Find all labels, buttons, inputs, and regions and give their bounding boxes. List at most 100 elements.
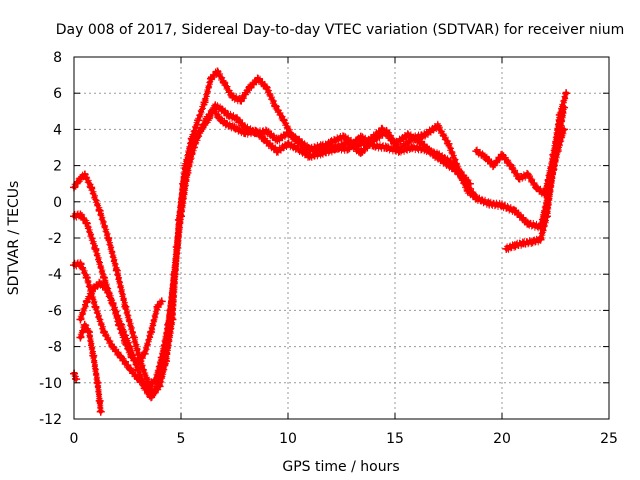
data-point (129, 333, 138, 342)
data-point (142, 382, 151, 391)
y-axis-label: SDTVAR / TECUs (6, 181, 22, 296)
series-trace-8 (502, 103, 569, 253)
y-tick-label: -8 (48, 340, 62, 356)
data-point (455, 167, 464, 176)
y-tick-label: -2 (48, 231, 62, 247)
data-point (305, 145, 314, 154)
data-point (433, 150, 442, 159)
y-tick-label: 0 (53, 195, 62, 211)
data-point (147, 328, 156, 337)
data-point (305, 152, 314, 161)
data-point (125, 364, 134, 373)
data-point (84, 328, 93, 337)
data-point (114, 320, 123, 329)
data-point (523, 170, 532, 179)
y-tick-labels: -12 -10 -8 -6 -4 -2 0 2 4 6 8 (39, 50, 62, 428)
data-point (108, 299, 117, 308)
data-point (369, 136, 378, 145)
data-point (213, 67, 222, 76)
data-point (221, 119, 230, 128)
data-point (93, 378, 102, 387)
y-tick-label: -6 (48, 303, 62, 319)
data-point (510, 241, 519, 250)
data-point (416, 138, 425, 147)
data-point (87, 183, 96, 192)
data-point (408, 134, 417, 143)
data-point (236, 96, 245, 105)
data-point (140, 349, 149, 358)
data-point (262, 83, 271, 92)
data-point (502, 244, 511, 253)
y-tick-label: -12 (39, 412, 62, 428)
data-point (245, 83, 254, 92)
data-point (95, 279, 104, 288)
data-point (472, 147, 481, 156)
axis-ticks (73, 56, 610, 420)
data-point (177, 212, 185, 221)
data-point (230, 123, 239, 132)
chart-title: Day 008 of 2017, Sidereal Day-to-day VTE… (56, 22, 625, 38)
series-trace-5 (76, 320, 105, 416)
data-point (153, 382, 162, 391)
data-point (121, 338, 130, 347)
data-point (104, 234, 113, 242)
data-point (562, 89, 571, 98)
data-point (228, 92, 237, 101)
data-point (273, 136, 282, 145)
data-point (519, 239, 528, 248)
data-point (480, 152, 489, 161)
data-point (89, 351, 98, 360)
data-point (472, 194, 481, 203)
data-point (318, 141, 327, 150)
data-point (76, 333, 85, 342)
data-point (408, 143, 417, 152)
data-point (151, 376, 160, 385)
data-point (560, 103, 569, 112)
data-point (536, 235, 545, 244)
data-point (382, 143, 391, 152)
data-point (542, 212, 551, 221)
x-tick-label: 20 (493, 431, 511, 447)
x-tick-label: 25 (600, 431, 618, 447)
data-point (343, 138, 352, 147)
data-point (91, 244, 100, 253)
data-point (134, 375, 143, 384)
y-tick-label: 8 (53, 50, 62, 66)
data-point (271, 101, 280, 110)
data-point (99, 273, 108, 282)
data-point (219, 78, 228, 87)
data-point (549, 165, 558, 174)
data-point (420, 145, 429, 154)
data-point (121, 302, 130, 311)
data-point (117, 353, 126, 362)
data-point (202, 114, 211, 123)
y-tick-label: 2 (53, 159, 62, 175)
data-point (170, 270, 179, 279)
data-point (395, 145, 404, 154)
data-point (153, 302, 162, 311)
data-point (356, 148, 365, 157)
data-point (523, 219, 532, 228)
data-point (433, 121, 442, 130)
data-point (200, 98, 209, 107)
data-point (262, 138, 271, 147)
data-point (284, 139, 292, 148)
data-point (444, 139, 453, 148)
data-point (96, 407, 105, 416)
data-point (555, 129, 564, 138)
data-point (82, 273, 91, 282)
data-point (273, 147, 282, 156)
x-tick-label: 0 (70, 431, 79, 447)
data-point (206, 74, 215, 83)
data-point (209, 105, 218, 114)
data-point (217, 105, 226, 114)
data-point (82, 297, 91, 306)
data-point (99, 328, 108, 337)
data-point (510, 206, 519, 215)
data-point (331, 145, 340, 154)
data-point (108, 342, 117, 351)
data-point (76, 259, 85, 268)
data-point (515, 174, 524, 183)
grid (74, 57, 609, 419)
